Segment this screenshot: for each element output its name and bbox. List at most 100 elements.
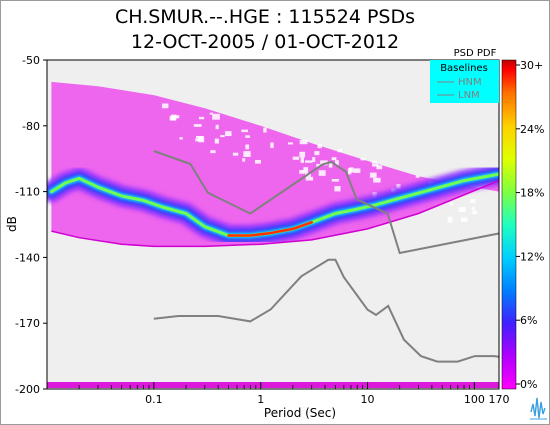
pdf-speckle: [347, 168, 352, 175]
pdf-speckle: [242, 158, 246, 162]
x-axis-label: Period (Sec): [264, 406, 336, 420]
x-axis: 0.1 1 10 100 170: [145, 382, 510, 406]
pdf-speckle: [320, 160, 328, 166]
colorbar: [501, 59, 517, 390]
pdf-speckle: [369, 172, 377, 178]
hnm-baseline-line: [153, 150, 499, 255]
pdf-speckle: [299, 140, 308, 145]
pdf-speckle: [292, 156, 300, 160]
pdf-band-peak: [227, 221, 313, 237]
pdf-speckle: [317, 144, 322, 149]
pdf-speckle: [210, 150, 216, 154]
baselines-legend: Baselines HNM LNM: [430, 60, 499, 103]
pdf-speckle: [312, 157, 316, 163]
pdf-speckle: [314, 151, 320, 156]
colorbar-tick-label: 18%: [520, 187, 544, 200]
plot-border: [46, 59, 500, 390]
pdf-speckle: [331, 179, 339, 182]
colorbar-title: PSD PDF: [454, 48, 497, 59]
legend-hnm-label: HNM: [458, 77, 482, 88]
pdf-speckle: [193, 124, 202, 127]
pdf-sparse-speckles: [161, 103, 478, 223]
lnm-baseline-line: [153, 258, 499, 363]
pdf-speckle: [179, 137, 183, 140]
colorbar-tick-label: 6%: [520, 314, 537, 327]
y-tick-label: -140: [15, 251, 40, 264]
colorbar-tick-label: 12%: [520, 250, 544, 263]
pdf-speckle: [471, 206, 475, 211]
pdf-speckle: [300, 157, 304, 163]
colorbar-ticks: 30+ 24% 18% 12% 6% 0%: [516, 59, 544, 391]
pdf-speckle: [220, 135, 225, 138]
pdf-speckle: [209, 112, 214, 115]
pdf-speckle: [316, 163, 320, 167]
pdf-speckle: [299, 170, 305, 174]
pdf-speckle: [337, 148, 343, 153]
y-tick-label: -170: [15, 317, 40, 330]
chart-title: CH.SMUR.--.HGE : 115524 PSDs: [114, 6, 416, 28]
y-axis-label: dB: [5, 216, 19, 232]
pdf-speckle: [334, 186, 341, 192]
x-tick-label: 10: [361, 393, 375, 406]
x-tick-label: 1: [257, 393, 264, 406]
pdf-speckle: [270, 142, 274, 149]
pdf-speckle: [245, 135, 250, 138]
pdf-speckle: [288, 142, 293, 145]
pdf-speckle: [305, 176, 314, 181]
pdf-speckle: [415, 175, 420, 178]
pdf-speckle: [299, 151, 306, 158]
pdf-speckle: [215, 124, 219, 130]
pdf-speckle: [305, 160, 313, 163]
pdf-speckle: [371, 160, 378, 164]
pdf-speckle: [245, 144, 250, 150]
pdf-speckle: [396, 184, 401, 189]
x-tick-label: 170: [489, 393, 510, 406]
pdf-speckle: [318, 170, 326, 176]
pdf-speckle: [373, 177, 381, 183]
pdf-speckle: [458, 207, 466, 212]
pdf-density-layer: [47, 81, 499, 388]
pdf-speckle: [376, 165, 383, 170]
pdf-speckle: [171, 114, 177, 121]
pdf-speckle: [331, 157, 337, 161]
pdf-bottom-edge-strip: [47, 382, 499, 388]
colorbar-tick-label: 24%: [520, 123, 544, 136]
y-tick-label: -50: [22, 54, 40, 67]
pdf-speckle: [372, 163, 379, 167]
pdf-speckle: [241, 129, 249, 133]
legend-lnm-label: LNM: [458, 90, 480, 101]
pdf-speckle: [470, 198, 476, 203]
y-tick-label: -80: [22, 120, 40, 133]
pdf-speckle: [232, 152, 239, 156]
x-axis-minor-ticks: [78, 385, 470, 389]
y-axis: -50 -80 -110 -140 -170 -200: [15, 54, 47, 396]
pdf-speckle: [198, 136, 205, 143]
pdf-speckle: [460, 217, 468, 222]
pdf-speckle: [360, 157, 366, 161]
legend-title: Baselines: [440, 63, 488, 74]
pdf-speckle: [303, 167, 309, 173]
pdf-speckle: [450, 202, 454, 206]
pdf-speckle: [255, 160, 261, 164]
colorbar-tick-label: 0%: [520, 378, 537, 391]
iris-logo: [528, 392, 548, 422]
pdf-speckle: [212, 113, 220, 120]
x-tick-label: 0.1: [145, 393, 163, 406]
x-tick-label: 100: [464, 393, 485, 406]
pdf-speckle: [353, 168, 361, 174]
pdf-speckle: [328, 162, 333, 168]
pdf-speckle: [175, 115, 180, 119]
pdf-speckle: [243, 151, 251, 157]
pdf-speckle: [161, 103, 169, 109]
pdf-speckle: [472, 210, 478, 215]
pdf-speckle: [198, 116, 205, 120]
y-tick-label: -200: [15, 383, 40, 396]
pdf-speckle: [263, 127, 267, 133]
pdf-speckle: [335, 160, 339, 166]
pdf-speckle: [214, 138, 219, 144]
colorbar-tick-label: 30+: [520, 59, 543, 72]
pdf-speckle: [447, 216, 453, 223]
pdf-speckle: [225, 131, 232, 137]
pdf-lower-bound-curve: [51, 179, 499, 248]
